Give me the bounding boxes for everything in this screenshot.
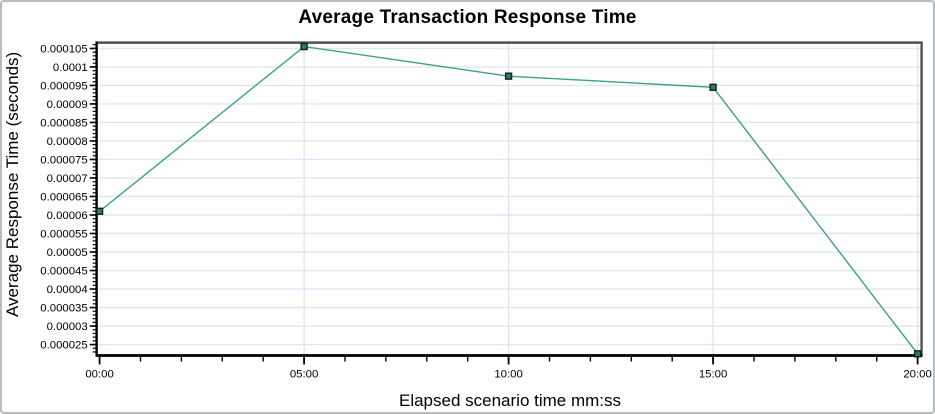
y-tick-label: 0.000055	[40, 228, 87, 240]
y-tick-label: 0.000085	[40, 117, 87, 129]
data-point-marker	[709, 83, 717, 91]
y-tick-label: 0.000035	[40, 303, 87, 315]
y-tick-label: 0.000045	[40, 265, 87, 277]
y-tick-label: 0.00003	[47, 321, 88, 333]
y-tick-label: 0.000065	[40, 191, 87, 203]
y-tick-label: 0.0001	[53, 62, 88, 74]
y-tick-label: 0.00007	[47, 173, 88, 185]
y-tick-label: 0.000095	[40, 80, 87, 92]
x-tick-label: 00:00	[85, 368, 113, 380]
y-tick-label: 0.000075	[40, 154, 87, 166]
x-axis-title: Elapsed scenario time mm:ss	[398, 391, 622, 410]
x-tick-label: 10:00	[494, 368, 522, 380]
y-tick-label: 0.000025	[40, 340, 87, 352]
data-point-marker	[504, 72, 513, 80]
data-point-marker	[913, 350, 922, 358]
data-point-marker	[95, 207, 104, 215]
y-tick-label: 0.00009	[47, 99, 88, 111]
y-tick-label: 0.00008	[47, 136, 88, 148]
x-tick-label: 15:00	[699, 368, 727, 380]
x-tick-label: 20:00	[903, 368, 931, 380]
y-tick-label: 0.00006	[47, 210, 88, 222]
chart-title: Average Transaction Response Time	[298, 7, 637, 28]
y-axis-title: Average Response Time (seconds)	[3, 51, 22, 317]
y-tick-label: 0.00004	[47, 284, 88, 296]
y-tick-label: 0.00005	[47, 247, 88, 259]
x-tick-label: 05:00	[290, 368, 318, 380]
y-tick-label: 0.000105	[40, 43, 87, 55]
data-point-marker	[300, 42, 308, 51]
